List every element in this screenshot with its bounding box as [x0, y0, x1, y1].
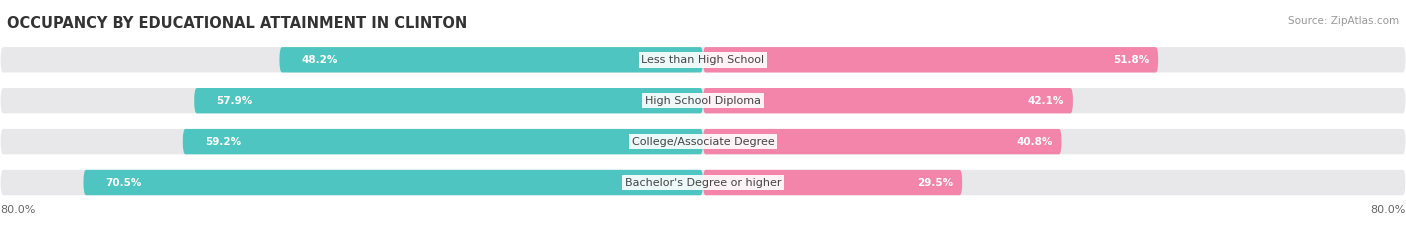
- FancyBboxPatch shape: [83, 170, 703, 195]
- Text: College/Associate Degree: College/Associate Degree: [631, 137, 775, 147]
- Text: 80.0%: 80.0%: [0, 205, 35, 215]
- Text: 57.9%: 57.9%: [217, 96, 253, 106]
- FancyBboxPatch shape: [194, 88, 703, 113]
- Text: 42.1%: 42.1%: [1028, 96, 1064, 106]
- FancyBboxPatch shape: [0, 170, 1406, 195]
- FancyBboxPatch shape: [703, 47, 1159, 72]
- FancyBboxPatch shape: [703, 88, 1073, 113]
- Text: Source: ZipAtlas.com: Source: ZipAtlas.com: [1288, 16, 1399, 26]
- FancyBboxPatch shape: [703, 170, 962, 195]
- Text: 29.5%: 29.5%: [917, 178, 953, 188]
- Text: 40.8%: 40.8%: [1017, 137, 1053, 147]
- FancyBboxPatch shape: [0, 88, 1406, 113]
- Text: 48.2%: 48.2%: [301, 55, 337, 65]
- Text: 80.0%: 80.0%: [1371, 205, 1406, 215]
- Text: High School Diploma: High School Diploma: [645, 96, 761, 106]
- Text: 70.5%: 70.5%: [105, 178, 142, 188]
- FancyBboxPatch shape: [183, 129, 703, 154]
- FancyBboxPatch shape: [703, 129, 1062, 154]
- Text: Less than High School: Less than High School: [641, 55, 765, 65]
- Text: Bachelor's Degree or higher: Bachelor's Degree or higher: [624, 178, 782, 188]
- Text: OCCUPANCY BY EDUCATIONAL ATTAINMENT IN CLINTON: OCCUPANCY BY EDUCATIONAL ATTAINMENT IN C…: [7, 16, 467, 31]
- FancyBboxPatch shape: [0, 47, 1406, 72]
- Text: 59.2%: 59.2%: [205, 137, 240, 147]
- FancyBboxPatch shape: [0, 129, 1406, 154]
- FancyBboxPatch shape: [280, 47, 703, 72]
- Text: 51.8%: 51.8%: [1114, 55, 1150, 65]
